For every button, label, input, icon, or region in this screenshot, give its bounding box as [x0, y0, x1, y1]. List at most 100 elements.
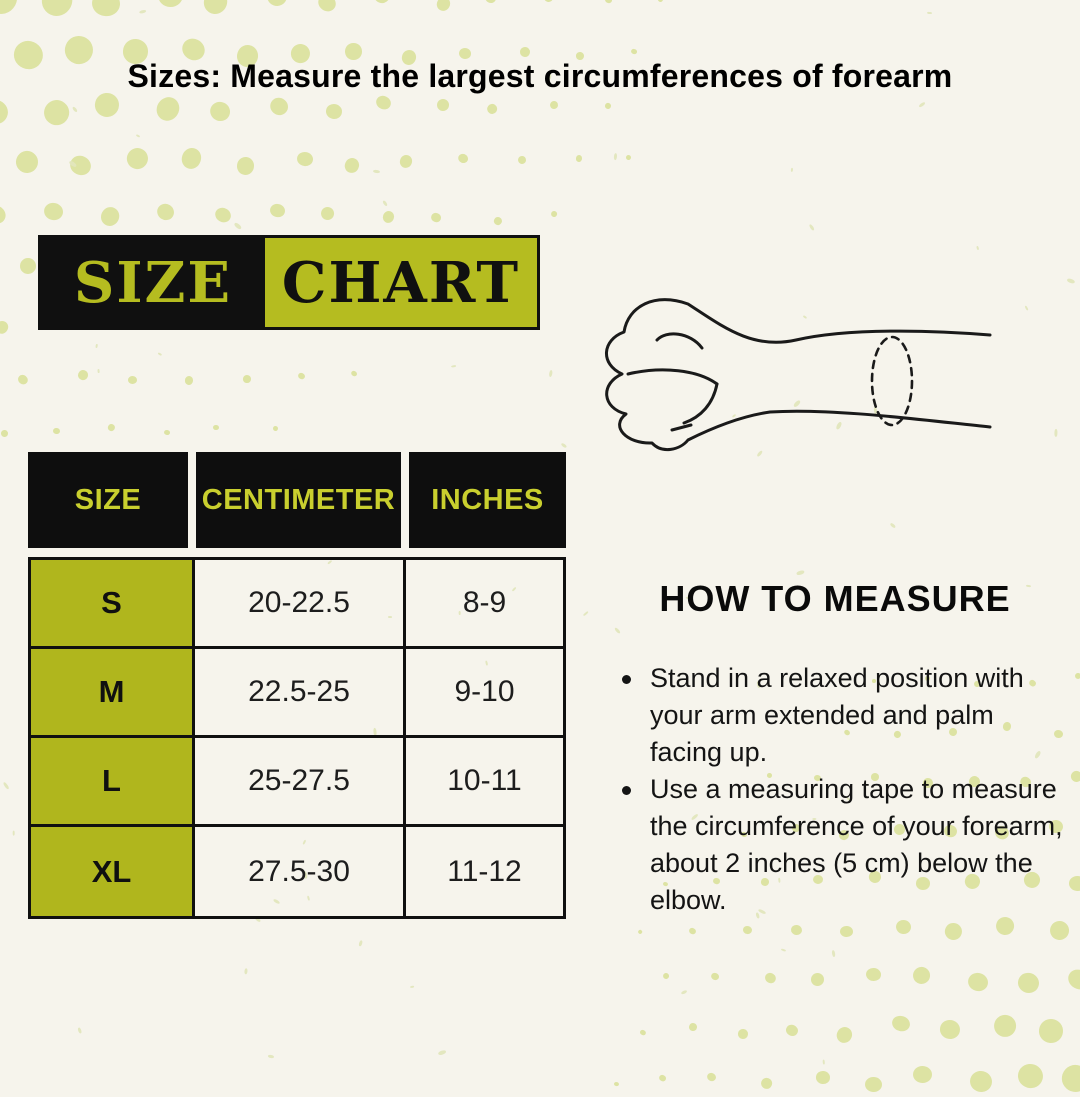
decorative-dot	[492, 215, 503, 227]
decorative-dot	[865, 967, 883, 983]
decorative-dot	[0, 202, 9, 228]
decorative-dot	[185, 375, 195, 385]
decorative-dot	[917, 101, 926, 109]
table-row-s-size: S	[31, 560, 195, 649]
decorative-dot	[437, 1049, 447, 1056]
decorative-dot	[706, 1071, 718, 1083]
decorative-dot	[430, 211, 443, 224]
how-to-measure-section: HOW TO MEASURE Stand in a relaxed positi…	[600, 578, 1070, 919]
decorative-dot	[15, 372, 29, 386]
decorative-dot	[451, 364, 457, 368]
decorative-dot	[345, 42, 362, 60]
decorative-dot	[273, 425, 279, 431]
decorative-dot	[543, 0, 555, 4]
table-row-xl-centimeter: 27.5-30	[195, 827, 406, 916]
decorative-dot	[157, 0, 183, 8]
decorative-dot	[889, 1014, 912, 1034]
decorative-dot	[613, 152, 618, 160]
decorative-dot	[864, 1076, 882, 1093]
decorative-dot	[77, 1027, 83, 1034]
decorative-dot	[434, 0, 453, 13]
table-row-m-inches: 9-10	[406, 649, 563, 738]
decorative-dot	[741, 924, 753, 935]
decorative-dot	[657, 0, 665, 3]
decorative-dot	[549, 101, 559, 110]
decorative-dot	[976, 246, 980, 251]
table-row-l-inches: 10-11	[406, 738, 563, 827]
decorative-dot	[233, 221, 242, 230]
decorative-dot	[128, 375, 138, 385]
decorative-dot	[359, 939, 364, 946]
decorative-dot	[95, 343, 98, 348]
decorative-dot	[158, 351, 162, 356]
table-row-xl-size: XL	[31, 827, 195, 916]
decorative-dot	[154, 200, 178, 224]
decorative-dot	[784, 1022, 801, 1038]
decorative-dot	[244, 968, 249, 975]
decorative-dot	[296, 151, 314, 168]
decorative-dot	[822, 1059, 825, 1065]
decorative-dot	[266, 95, 292, 120]
thumb-crease	[670, 423, 693, 432]
decorative-dot	[807, 223, 815, 232]
decorative-dot	[482, 0, 498, 6]
decorative-dot	[41, 201, 65, 223]
decorative-dot	[780, 948, 786, 953]
decorative-dot	[560, 442, 568, 449]
decorative-dot	[815, 1069, 832, 1084]
decorative-dot	[1057, 1060, 1080, 1097]
header-inches: INCHES	[409, 452, 566, 548]
decorative-dot	[1015, 969, 1043, 996]
decorative-dot	[123, 144, 152, 173]
table-row-s-centimeter: 20-22.5	[195, 560, 406, 649]
decorative-dot	[138, 9, 147, 15]
decorative-dot	[97, 368, 100, 373]
decorative-dot	[0, 0, 24, 21]
decorative-dot	[456, 152, 470, 166]
table-row-m-centimeter: 22.5-25	[195, 649, 406, 738]
decorative-dot	[163, 429, 170, 436]
decorative-dot	[519, 46, 530, 57]
decorative-dot	[152, 92, 184, 125]
decorative-dot	[35, 0, 79, 23]
decorative-dot	[242, 374, 251, 384]
decorative-dot	[66, 152, 95, 179]
table-row-l-centimeter: 25-27.5	[195, 738, 406, 827]
decorative-dot	[625, 154, 632, 162]
decorative-dot	[76, 368, 89, 382]
size-table-header: SIZE CENTIMETER INCHES	[28, 452, 566, 548]
arm-outline	[605, 298, 992, 452]
decorative-dot	[638, 1028, 646, 1036]
decorative-dot	[990, 1011, 1020, 1041]
decorative-dot	[409, 986, 415, 989]
decorative-dot	[575, 154, 584, 163]
decorative-dot	[382, 200, 389, 208]
finger-fold-mid	[626, 368, 719, 386]
decorative-dot	[0, 96, 13, 128]
decorative-dot	[106, 422, 117, 433]
list-item: Stand in a relaxed position with your ar…	[618, 660, 1066, 771]
size-table-body: S 20-22.5 8-9 M 22.5-25 9-10 L 25-27.5 1…	[28, 557, 566, 919]
measuring-ellipse	[870, 335, 914, 427]
decorative-dot	[709, 971, 721, 982]
decorative-dot	[19, 257, 37, 274]
fist-forearm-icon	[605, 298, 992, 452]
decorative-dot	[2, 781, 10, 791]
decorative-dot	[484, 101, 500, 117]
decorative-dot	[1015, 1060, 1046, 1091]
page-title: Sizes: Measure the largest circumference…	[127, 58, 953, 94]
decorative-dot	[910, 965, 933, 987]
decorative-dot	[52, 427, 60, 435]
decorative-dot	[795, 570, 806, 577]
decorative-dot	[657, 1073, 667, 1083]
decorative-dot	[179, 145, 205, 171]
decorative-dot	[1023, 305, 1029, 311]
table-row-l-size: L	[31, 738, 195, 827]
decorative-dot	[967, 1068, 995, 1096]
decorative-dot	[296, 372, 306, 381]
decorative-dot	[1046, 918, 1073, 944]
decorative-dot	[759, 1075, 775, 1092]
decorative-dot	[398, 153, 414, 170]
table-row-xl-inches: 11-12	[447, 854, 522, 888]
decorative-dot	[0, 318, 12, 336]
